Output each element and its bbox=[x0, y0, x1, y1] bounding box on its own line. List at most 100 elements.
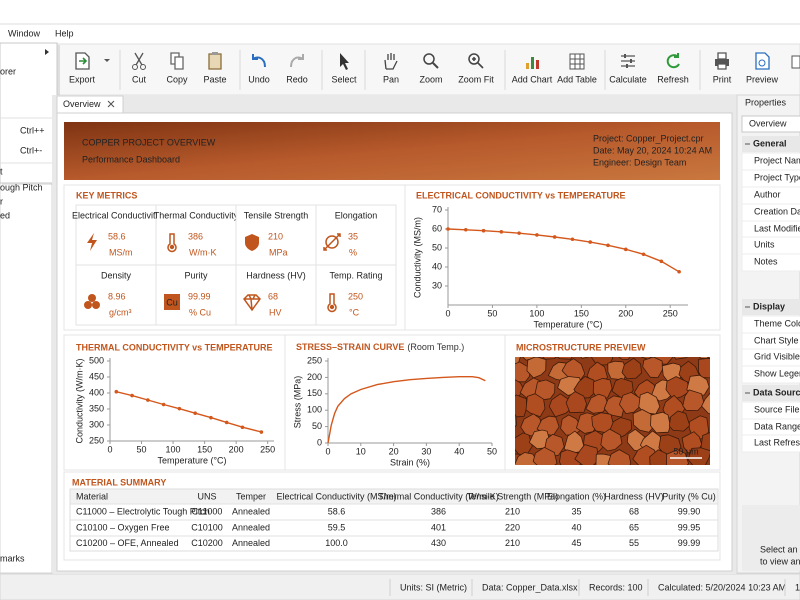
menu-item[interactable]: Ctrl++ bbox=[20, 125, 45, 135]
metric-icon bbox=[84, 294, 100, 309]
toolbar-button[interactable]: Export bbox=[69, 74, 96, 84]
x-tick-label: 200 bbox=[618, 308, 633, 318]
property-name[interactable]: Grid Visible bbox=[754, 351, 800, 361]
grain bbox=[600, 428, 623, 452]
y-tick-label: 70 bbox=[432, 204, 442, 214]
data-point bbox=[588, 240, 593, 244]
property-name[interactable]: Notes bbox=[754, 256, 778, 266]
y-tick-label: 60 bbox=[432, 223, 442, 233]
metric-name: Thermal Conductivity bbox=[154, 210, 239, 220]
toolbar-button[interactable]: Cut bbox=[132, 74, 147, 84]
property-name[interactable]: Data Range bbox=[754, 421, 800, 431]
toolbar-icon bbox=[569, 53, 585, 70]
tree-item[interactable]: ough Pitch bbox=[0, 182, 43, 192]
table-cell: 401 bbox=[431, 522, 446, 532]
property-name[interactable]: Creation Dat bbox=[754, 206, 800, 216]
property-name[interactable]: Project Type bbox=[754, 172, 800, 182]
table-cell: 45 bbox=[571, 538, 581, 548]
toolbar-button[interactable]: Add Chart bbox=[512, 74, 553, 84]
status-item: 1 bbox=[795, 582, 800, 592]
menu-item[interactable]: Help bbox=[55, 28, 74, 38]
grain bbox=[548, 393, 574, 418]
section-header-label[interactable]: Display bbox=[753, 301, 785, 311]
x-tick-label: 50 bbox=[487, 446, 497, 456]
data-point bbox=[623, 247, 628, 252]
toolbar-button[interactable]: Zoom Fit bbox=[458, 74, 494, 84]
header-banner bbox=[64, 122, 720, 180]
tab-close[interactable] bbox=[107, 100, 115, 108]
y-tick-label: 250 bbox=[307, 355, 322, 365]
property-name[interactable]: Source File bbox=[754, 404, 800, 414]
property-name[interactable]: Author bbox=[754, 189, 781, 199]
toolbar-button[interactable]: Zoom bbox=[419, 74, 442, 84]
toolbar-button[interactable]: Paste bbox=[203, 74, 226, 84]
data-point bbox=[552, 235, 557, 239]
table-header-cell: Elongation (%) bbox=[547, 491, 606, 501]
toolbar-icon bbox=[208, 52, 222, 70]
metric-icon bbox=[327, 293, 337, 313]
toolbar-button[interactable]: Preview bbox=[746, 74, 779, 84]
grain bbox=[542, 357, 557, 360]
icon-shape bbox=[423, 53, 435, 65]
toolbar-button[interactable]: Select bbox=[331, 74, 357, 84]
table-cell: 210 bbox=[505, 506, 520, 516]
menu-item[interactable]: t bbox=[0, 166, 3, 176]
icon-shape bbox=[717, 52, 727, 70]
property-name[interactable]: Theme Color bbox=[754, 318, 800, 328]
toolbar-button[interactable]: Add Table bbox=[557, 74, 597, 84]
selector-value[interactable]: Overview bbox=[749, 118, 787, 128]
toolbar-button[interactable]: Copy bbox=[166, 74, 188, 84]
grain bbox=[534, 379, 556, 401]
panel-tab[interactable]: marks bbox=[0, 553, 25, 563]
section-header-label[interactable]: General bbox=[753, 138, 787, 148]
metric-card bbox=[315, 204, 397, 266]
property-name[interactable]: Last Refresh bbox=[754, 437, 800, 447]
table-cell: 35 bbox=[571, 506, 581, 516]
icon-shape bbox=[329, 304, 335, 310]
metric-name: Hardness (HV) bbox=[246, 270, 306, 280]
toolbar-button[interactable]: Redo bbox=[286, 74, 308, 84]
menu-item[interactable]: orer bbox=[0, 66, 16, 76]
dropdown-arrow bbox=[104, 59, 110, 62]
grain bbox=[565, 391, 588, 414]
grain bbox=[559, 449, 582, 465]
section-header-label[interactable]: Data Source bbox=[753, 387, 800, 397]
dashboard-title: COPPER PROJECT OVERVIEW bbox=[82, 137, 216, 147]
x-tick-label: 150 bbox=[197, 444, 212, 454]
property-name[interactable]: Units bbox=[754, 239, 775, 249]
x-tick-label: 50 bbox=[487, 308, 497, 318]
property-name[interactable]: Last Modified bbox=[754, 223, 800, 233]
table-body bbox=[69, 503, 719, 552]
metric-name: Purity bbox=[184, 270, 208, 280]
metric-value: 210 bbox=[268, 231, 283, 241]
data-point bbox=[517, 231, 521, 235]
panel bbox=[63, 334, 286, 471]
grain bbox=[525, 393, 546, 418]
toolbar-button[interactable]: Undo bbox=[248, 74, 270, 84]
toolbar-button[interactable]: Pan bbox=[383, 74, 399, 84]
toolbar-button[interactable]: Refresh bbox=[657, 74, 689, 84]
icon-shape bbox=[325, 235, 339, 249]
y-tick-label: 400 bbox=[89, 387, 104, 397]
toolbar-button[interactable]: Print bbox=[713, 74, 732, 84]
icon-shape bbox=[134, 52, 144, 66]
menu-item[interactable]: Window bbox=[8, 28, 41, 38]
y-tick-label: 150 bbox=[307, 388, 322, 398]
property-name[interactable]: Chart Style bbox=[754, 335, 799, 345]
table-cell: 65 bbox=[629, 522, 639, 532]
icon-shape bbox=[384, 53, 398, 70]
grain bbox=[607, 449, 632, 465]
dashboard-subtitle: Performance Dashboard bbox=[82, 154, 180, 164]
property-name[interactable]: Show Legend bbox=[754, 368, 800, 378]
grain bbox=[698, 357, 710, 379]
menu-item[interactable]: Ctrl+- bbox=[20, 145, 42, 155]
grain bbox=[668, 410, 691, 432]
tree-item[interactable]: ed bbox=[0, 210, 10, 220]
property-name[interactable]: Project Nam bbox=[754, 155, 800, 165]
toolbar-button[interactable]: Calculate bbox=[609, 74, 647, 84]
data-point bbox=[481, 228, 486, 233]
hint-box bbox=[742, 505, 800, 571]
tab-label[interactable]: Overview bbox=[63, 99, 101, 109]
tree-item[interactable]: r bbox=[0, 196, 3, 206]
